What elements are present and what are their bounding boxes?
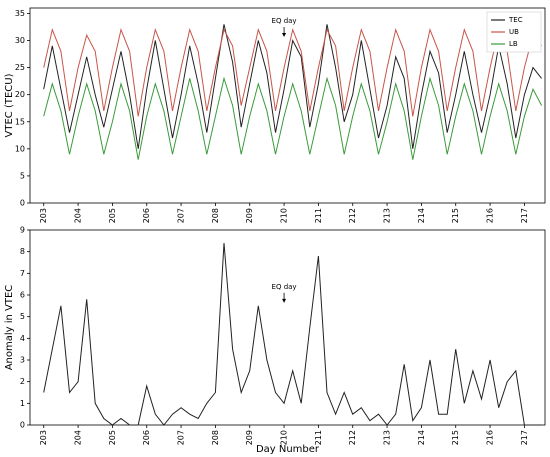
- series-line: [43, 28, 542, 117]
- x-tick-label: 216: [486, 208, 495, 223]
- x-tick-label: 215: [451, 430, 460, 445]
- y-tick-label: 15: [15, 117, 25, 126]
- x-tick-label: 215: [451, 208, 460, 223]
- y-tick-label: 10: [15, 144, 25, 153]
- x-axis-label: Day Number: [256, 444, 320, 455]
- y-tick-label: 35: [15, 9, 25, 18]
- x-tick-label: 209: [245, 208, 254, 223]
- y-tick-label: 3: [20, 356, 25, 365]
- x-tick-label: 210: [280, 208, 289, 223]
- series-line: [43, 24, 542, 149]
- x-tick-label: 213: [383, 430, 392, 445]
- x-tick-label: 208: [211, 430, 220, 445]
- legend-label: TEC: [508, 16, 523, 24]
- x-tick-label: 217: [520, 430, 529, 445]
- x-tick-label: 204: [74, 208, 83, 223]
- plot-frame: [29, 229, 546, 426]
- x-tick-label: 210: [280, 430, 289, 445]
- y-tick-label: 7: [20, 269, 25, 278]
- x-tick-label: 205: [108, 208, 117, 223]
- y-tick-label: 8: [20, 247, 25, 256]
- plot-frame: [29, 7, 546, 204]
- x-tick-label: 214: [417, 208, 426, 223]
- series-line: [43, 76, 543, 160]
- x-tick-label: 213: [383, 208, 392, 223]
- annotation: EQ day: [272, 283, 297, 291]
- x-tick-label: 203: [39, 208, 48, 223]
- x-tick-label: 205: [108, 430, 117, 445]
- x-tick-label: 204: [74, 430, 83, 445]
- y-tick-label: 4: [20, 334, 25, 343]
- x-tick-label: 206: [142, 208, 151, 223]
- x-tick-label: 212: [348, 208, 357, 223]
- y-tick-label: 20: [15, 90, 25, 99]
- y-tick-label: 5: [20, 171, 25, 180]
- y-axis-label: VTEC (TECU): [4, 73, 15, 137]
- y-tick-label: 5: [20, 312, 25, 321]
- x-tick-label: 211: [314, 208, 323, 223]
- y-tick-label: 0: [20, 421, 25, 430]
- x-tick-label: 216: [486, 430, 495, 445]
- x-tick-label: 214: [417, 430, 426, 445]
- y-tick-label: 2: [20, 377, 25, 386]
- y-tick-label: 9: [20, 226, 25, 235]
- annotation: EQ day: [272, 17, 297, 25]
- x-tick-label: 212: [348, 430, 357, 445]
- x-tick-label: 203: [39, 430, 48, 445]
- arrow-head: [282, 32, 287, 37]
- x-tick-label: 211: [314, 430, 323, 445]
- x-tick-label: 209: [245, 430, 254, 445]
- legend-label: LB: [509, 40, 518, 48]
- x-tick-label: 217: [520, 208, 529, 223]
- y-axis-label: Anomaly in VTEC: [4, 285, 15, 371]
- y-tick-label: 30: [15, 36, 25, 45]
- legend-label: UB: [509, 28, 519, 36]
- x-tick-label: 207: [177, 430, 186, 445]
- y-tick-label: 6: [20, 291, 25, 300]
- x-tick-label: 208: [211, 208, 220, 223]
- x-tick-label: 206: [142, 430, 151, 445]
- y-tick-label: 0: [20, 199, 25, 208]
- x-tick-label: 207: [177, 208, 186, 223]
- y-tick-label: 1: [20, 399, 25, 408]
- series-line: [43, 242, 542, 426]
- arrow-head: [282, 298, 287, 303]
- y-tick-label: 25: [15, 63, 25, 72]
